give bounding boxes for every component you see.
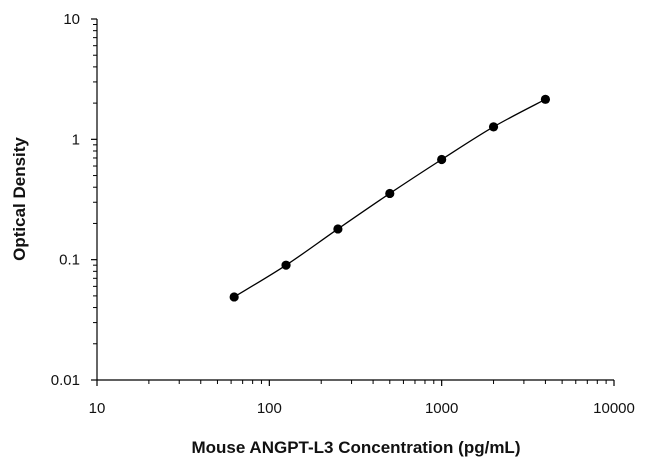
x-tick-label: 1000 bbox=[425, 400, 458, 417]
fit-curve-group bbox=[233, 98, 546, 298]
ticks: 10 100 1000 10000 0.01 0.1 1 10 bbox=[51, 11, 635, 417]
y-tick-label: 0.01 bbox=[51, 372, 80, 389]
data-point bbox=[540, 94, 551, 104]
data-point bbox=[229, 292, 239, 302]
y-tick-label: 0.1 bbox=[59, 252, 80, 269]
data-point bbox=[281, 260, 291, 270]
axes bbox=[96, 19, 614, 381]
data-points bbox=[229, 94, 551, 302]
x-tick-label: 100 bbox=[257, 400, 282, 417]
data-point bbox=[385, 188, 395, 199]
y-tick-label: 1 bbox=[72, 131, 80, 148]
y-tick-label: 10 bbox=[63, 11, 80, 28]
x-axis-title: Mouse ANGPT-L3 Concentration (pg/mL) bbox=[192, 438, 521, 457]
x-tick-label: 10000 bbox=[593, 400, 635, 417]
data-point bbox=[333, 224, 343, 234]
y-axis-title: Optical Density bbox=[10, 137, 29, 261]
fit-curve bbox=[233, 98, 546, 298]
x-tick-label: 10 bbox=[89, 400, 106, 417]
data-point bbox=[437, 154, 447, 165]
data-point bbox=[488, 122, 499, 132]
